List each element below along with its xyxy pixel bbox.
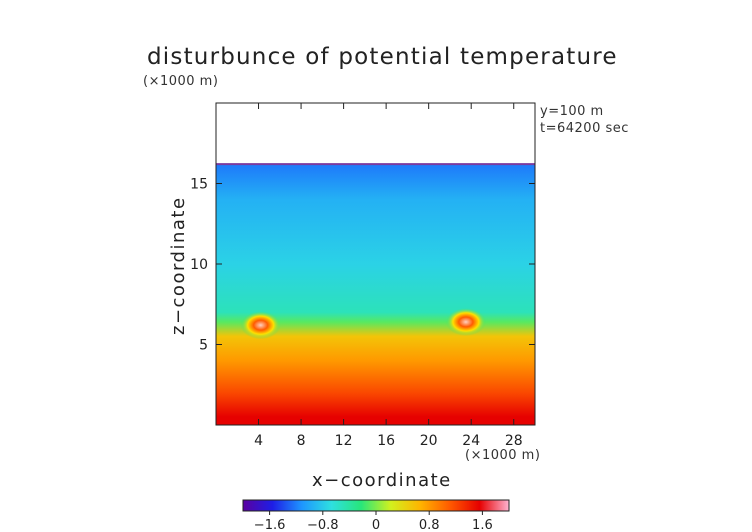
x-axis-label: x−coordinate xyxy=(312,470,452,491)
colorbar-tick-label: −0.8 xyxy=(307,518,339,532)
x-tick-label: 28 xyxy=(505,433,523,449)
annotation-t: t=64200 sec xyxy=(540,121,629,136)
colorbar-tick-label: 1.6 xyxy=(472,518,493,532)
colorbar-bar xyxy=(242,499,510,512)
y-axis-ticks: 5 10 15 xyxy=(190,177,535,354)
heatmap-background xyxy=(216,164,535,425)
colorbar-tick-label: 0.8 xyxy=(419,518,440,532)
y-unit-label: (×1000 m) xyxy=(143,74,219,89)
colorbar: −1.6 −0.8 0 0.8 1.6 xyxy=(242,499,510,532)
heatmap-hot-spots xyxy=(240,307,486,340)
heatmap-field xyxy=(216,163,535,425)
colorbar-tick-label: 0 xyxy=(372,518,380,532)
x-tick-label: 20 xyxy=(420,433,438,449)
x-tick-label: 24 xyxy=(462,433,480,449)
colorbar-tick-label: −1.6 xyxy=(254,518,286,532)
x-tick-label: 4 xyxy=(254,433,263,449)
x-tick-label: 16 xyxy=(377,433,395,449)
x-tick-label: 12 xyxy=(335,433,353,449)
x-tick-label: 8 xyxy=(297,433,306,449)
y-tick-label: 15 xyxy=(190,177,208,193)
y-tick-label: 5 xyxy=(199,338,208,354)
y-tick-label: 10 xyxy=(190,257,208,273)
hot-spot xyxy=(240,311,281,340)
x-axis-ticks: 4 8 12 16 20 24 28 xyxy=(254,103,523,449)
hot-spot xyxy=(445,307,486,336)
x-unit-label: (×1000 m) xyxy=(465,448,541,463)
annotation-y: y=100 m xyxy=(540,104,604,119)
